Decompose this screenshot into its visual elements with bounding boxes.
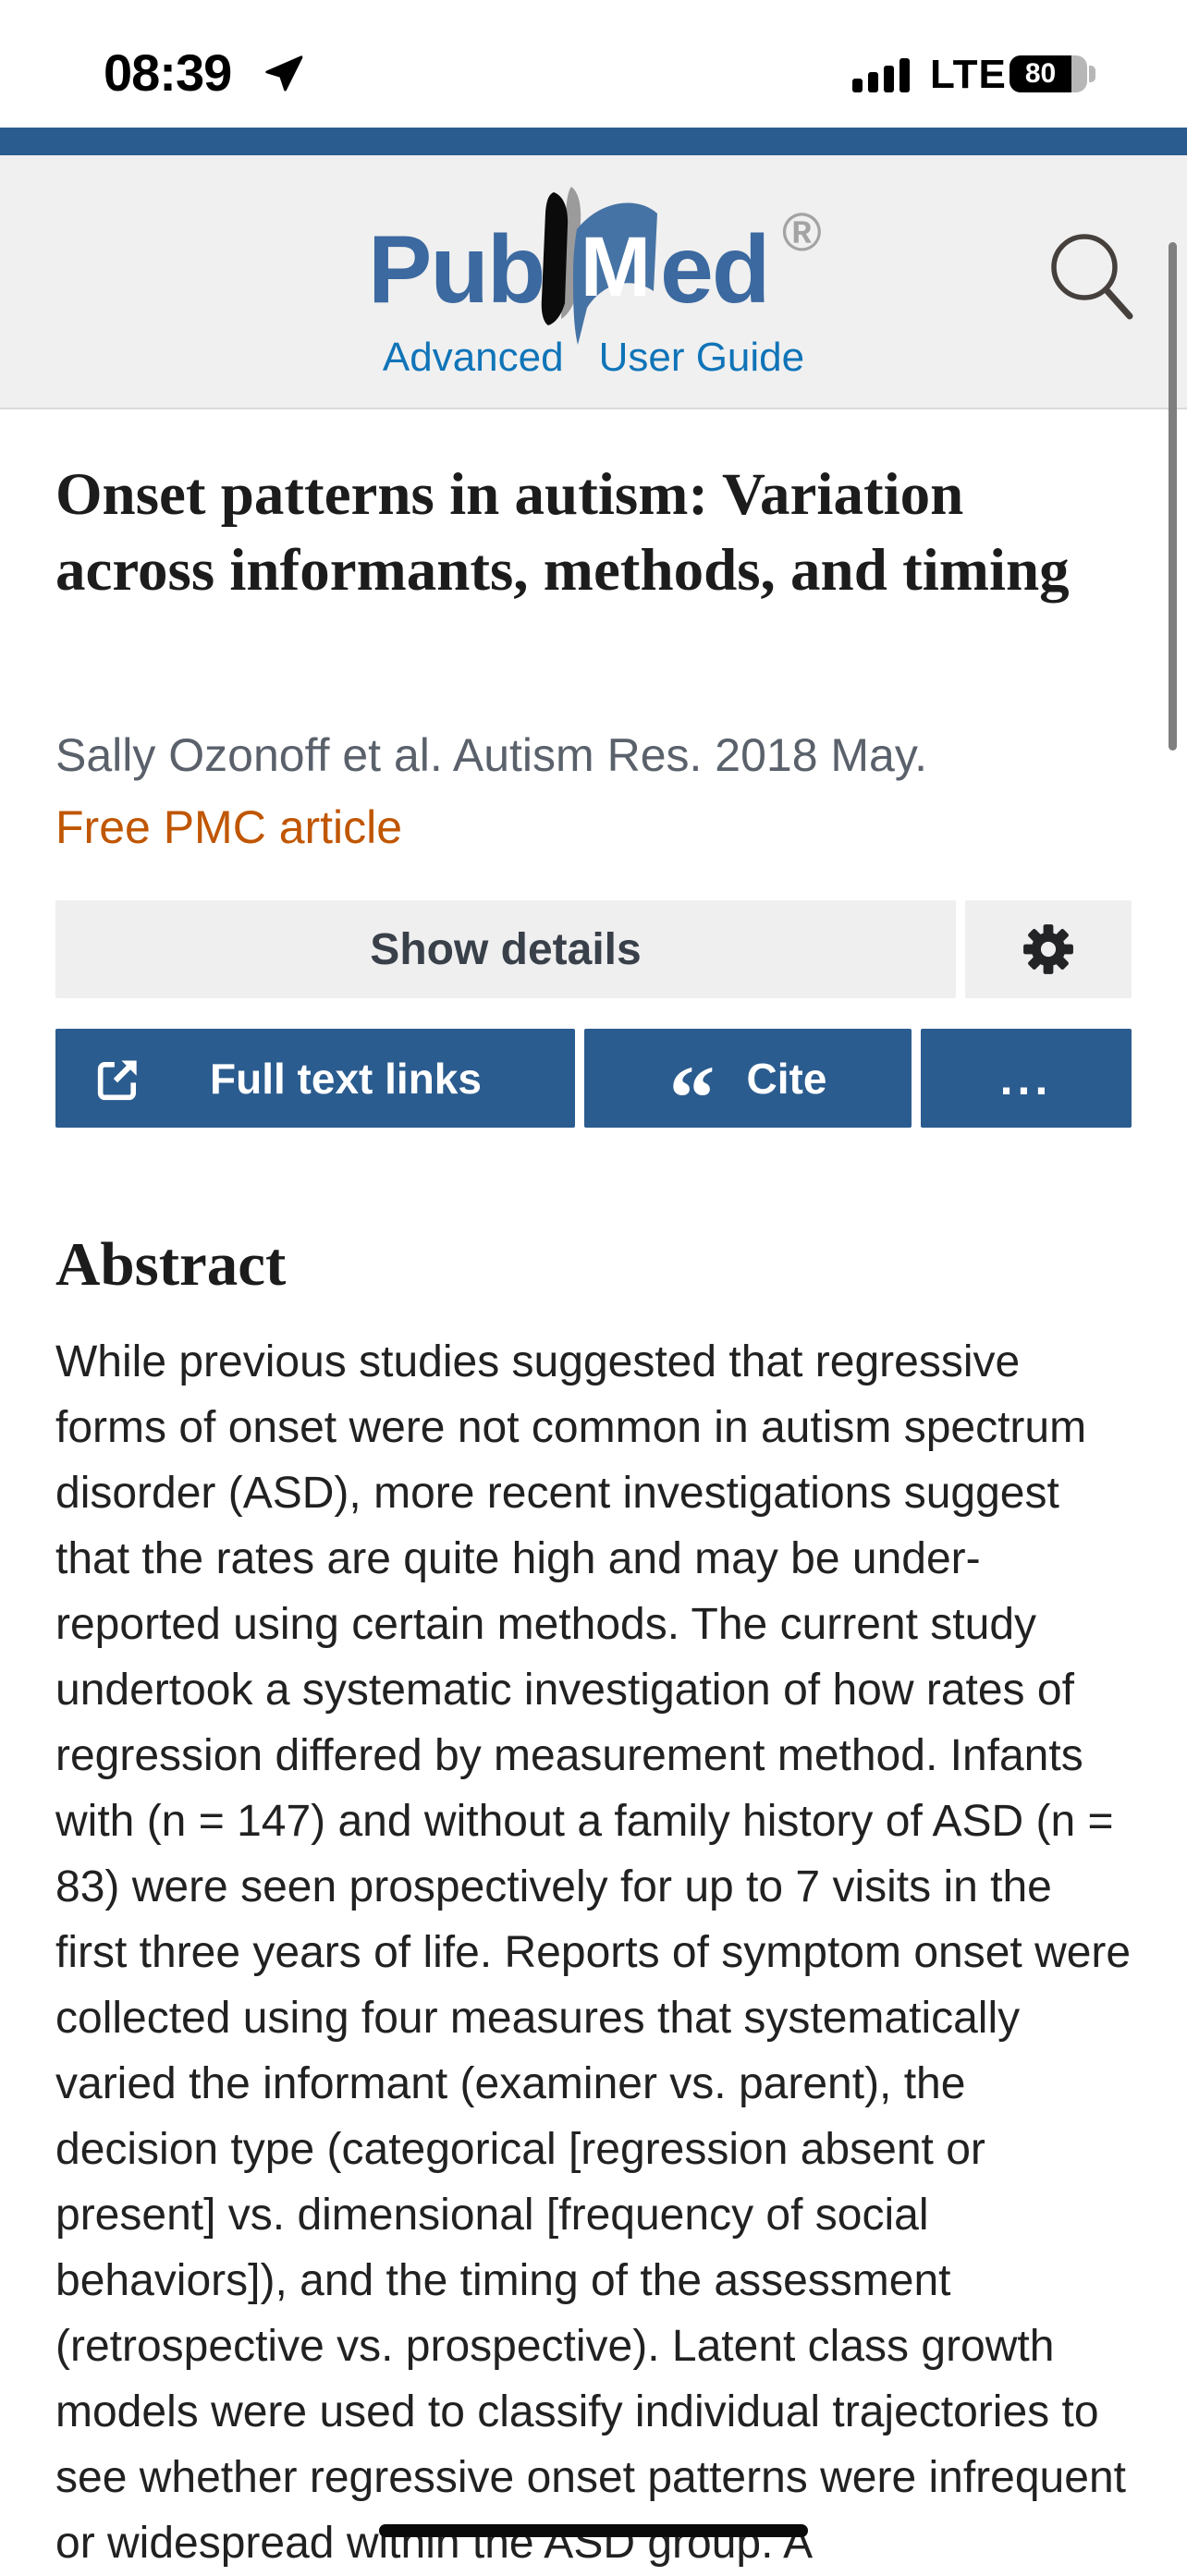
external-link-icon [97, 1060, 137, 1100]
more-options-label: ... [999, 1052, 1053, 1105]
search-icon[interactable] [1043, 226, 1144, 336]
full-text-links-label: Full text links [210, 1054, 482, 1103]
settings-button[interactable] [965, 900, 1132, 998]
cite-button[interactable]: “ Cite [584, 1029, 912, 1149]
signal-bar-4 [899, 58, 910, 92]
scrollbar[interactable] [1169, 242, 1177, 751]
article-title: Onset patterns in autism: Variation acro… [55, 461, 1070, 604]
pubmed-logo-book-icon[interactable]: M [531, 185, 662, 351]
pubmed-logo-ed[interactable]: ed [660, 216, 770, 324]
registered-trademark-symbol: ® [782, 202, 822, 262]
status-bar: 08:39 LTE 80 [0, 0, 1187, 128]
cite-label: Cite [746, 1054, 827, 1103]
top-accent-bar [0, 128, 1187, 155]
user-guide-link[interactable]: User Guide [598, 335, 805, 380]
signal-bar-1 [852, 79, 863, 92]
header-nav: Advanced User Guide [0, 335, 1187, 381]
advanced-link[interactable]: Advanced [382, 335, 564, 380]
pubmed-logo-pub[interactable]: Pub [368, 216, 545, 324]
show-details-label: Show details [370, 924, 642, 974]
clock: 08:39 [104, 43, 232, 102]
signal-bar-3 [884, 66, 894, 92]
abstract-text: While previous studies suggested that re… [55, 1337, 1132, 2568]
network-type-label: LTE [930, 52, 1007, 97]
cellular-signal-icon [852, 55, 910, 92]
article-byline: Sally Ozonoff et al. Autism Res. 2018 Ma… [55, 729, 928, 781]
free-pmc-article-link[interactable]: Free PMC article [55, 801, 403, 853]
abstract-heading: Abstract [55, 1230, 287, 1299]
signal-bar-2 [868, 72, 878, 92]
quote-icon: “ [668, 1045, 716, 1149]
battery-nub [1089, 66, 1095, 82]
more-options-button[interactable]: ... [921, 1029, 1132, 1128]
pubmed-logo-m: M [581, 220, 652, 314]
location-arrow-icon [265, 55, 303, 92]
home-indicator[interactable] [379, 2524, 808, 2537]
full-text-links-button[interactable]: Full text links [55, 1029, 575, 1128]
battery-fill [1010, 55, 1071, 92]
battery-icon: 80 [1010, 55, 1087, 92]
gear-icon [1023, 924, 1073, 974]
battery-percent: 80 [1024, 58, 1057, 89]
show-details-button[interactable]: Show details [55, 900, 956, 998]
